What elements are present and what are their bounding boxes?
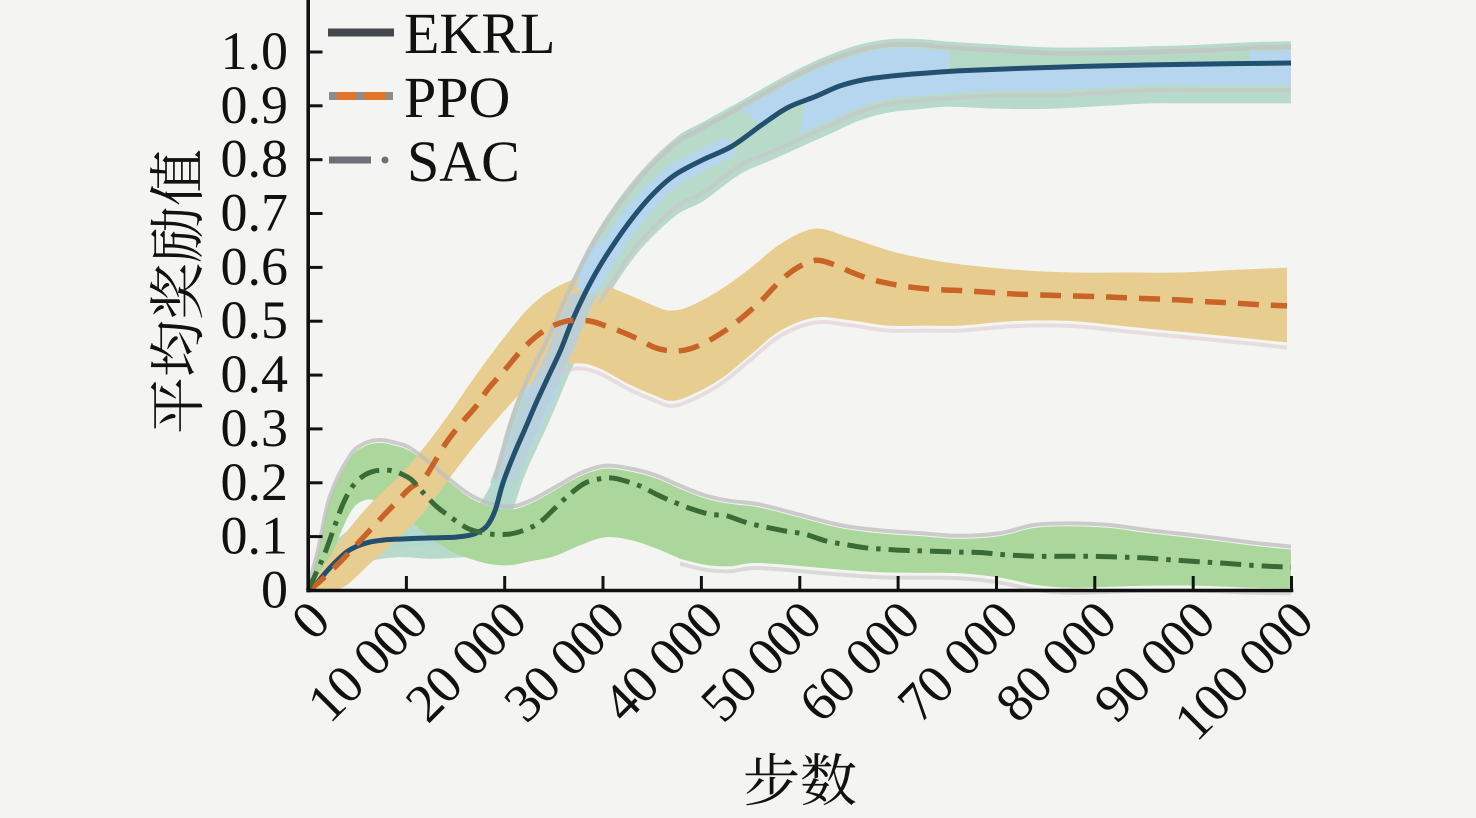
svg-text:0.2: 0.2: [221, 452, 289, 512]
svg-text:SAC: SAC: [407, 129, 520, 194]
svg-text:0: 0: [261, 560, 288, 620]
svg-text:0.3: 0.3: [221, 398, 289, 458]
svg-text:0.8: 0.8: [221, 129, 289, 189]
svg-text:0.7: 0.7: [221, 183, 289, 243]
svg-text:0.1: 0.1: [221, 506, 289, 566]
svg-text:0.4: 0.4: [221, 344, 289, 404]
svg-text:0.5: 0.5: [221, 290, 289, 350]
svg-text:EKRL: EKRL: [404, 1, 555, 66]
svg-text:PPO: PPO: [404, 65, 510, 130]
svg-text:0.9: 0.9: [221, 75, 289, 135]
svg-text:1.0: 1.0: [221, 21, 289, 81]
svg-text:0.6: 0.6: [221, 236, 289, 296]
